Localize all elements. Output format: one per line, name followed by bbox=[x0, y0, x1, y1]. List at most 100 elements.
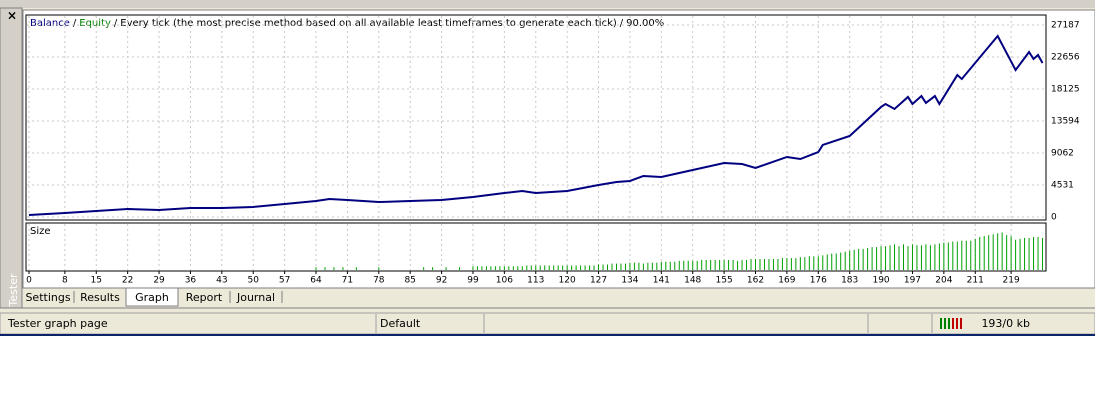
size-bar bbox=[593, 265, 595, 270]
size-bar bbox=[642, 263, 644, 270]
x-tick-label: 50 bbox=[248, 276, 260, 286]
x-tick-label: 169 bbox=[778, 276, 795, 286]
size-bar bbox=[692, 260, 694, 270]
size-bar bbox=[934, 244, 936, 270]
size-bar bbox=[876, 247, 878, 270]
size-bar bbox=[665, 261, 667, 270]
tab[interactable]: Journal bbox=[236, 291, 275, 304]
size-bar bbox=[826, 254, 828, 270]
x-tick-label: 106 bbox=[496, 276, 513, 286]
size-bar bbox=[503, 266, 505, 270]
size-bar bbox=[584, 265, 586, 270]
quality: 90.00% bbox=[626, 18, 664, 29]
size-bar bbox=[723, 259, 725, 270]
size-bar bbox=[1006, 235, 1008, 270]
size-bar bbox=[696, 260, 698, 270]
y-tick-label: 22656 bbox=[1051, 52, 1080, 62]
x-tick-label: 211 bbox=[967, 276, 984, 286]
size-bar bbox=[979, 237, 981, 270]
tab[interactable]: Report bbox=[186, 291, 223, 304]
size-bar bbox=[849, 250, 851, 270]
size-bar bbox=[512, 266, 514, 270]
size-bar bbox=[615, 263, 617, 270]
size-bar bbox=[660, 261, 662, 270]
x-tick-label: 127 bbox=[590, 276, 607, 286]
size-bar bbox=[589, 265, 591, 270]
size-bar bbox=[494, 266, 496, 270]
size-bar bbox=[544, 265, 546, 270]
size-bar bbox=[795, 258, 797, 270]
size-bar bbox=[678, 260, 680, 270]
y-tick-label: 9062 bbox=[1051, 149, 1074, 159]
size-bar bbox=[459, 267, 461, 270]
size-bar bbox=[378, 267, 380, 270]
y-tick-label: 13594 bbox=[1051, 116, 1080, 126]
size-bar bbox=[324, 267, 326, 270]
separator: / bbox=[620, 18, 624, 29]
size-bar bbox=[786, 258, 788, 270]
size-bar bbox=[580, 265, 582, 270]
x-tick-label: 162 bbox=[747, 276, 764, 286]
size-bar bbox=[539, 265, 541, 270]
legend-entry: Balance bbox=[30, 18, 70, 29]
size-bar bbox=[840, 252, 842, 270]
size-bar bbox=[889, 245, 891, 270]
separator: / bbox=[73, 18, 77, 29]
chart-header: Balance / Equity / Every tick (the most prec… bbox=[30, 18, 664, 29]
size-bar bbox=[710, 259, 712, 270]
size-bar bbox=[432, 267, 434, 270]
status-text: 193/0 kb bbox=[981, 317, 1030, 330]
size-bar bbox=[607, 264, 609, 270]
size-bar bbox=[858, 248, 860, 270]
separator: / bbox=[114, 18, 118, 29]
size-bar bbox=[472, 266, 474, 270]
size-bar bbox=[553, 265, 555, 270]
tab[interactable]: Graph bbox=[135, 291, 169, 304]
size-bar bbox=[656, 262, 658, 270]
size-bar bbox=[763, 259, 765, 270]
side-label: Tester bbox=[7, 273, 20, 307]
x-tick-label: 57 bbox=[279, 276, 290, 286]
size-bar bbox=[611, 263, 613, 270]
size-bar bbox=[683, 260, 685, 270]
size-bar bbox=[620, 263, 622, 270]
size-bar bbox=[575, 265, 577, 270]
size-bar bbox=[598, 264, 600, 270]
size-bar bbox=[925, 244, 927, 270]
size-bar bbox=[342, 267, 344, 270]
size-bar bbox=[880, 246, 882, 270]
size-bar bbox=[988, 235, 990, 270]
status-text: Default bbox=[380, 317, 421, 330]
size-bar bbox=[562, 265, 564, 270]
side-strip bbox=[0, 7, 23, 309]
size-bar bbox=[629, 262, 631, 270]
size-bar bbox=[894, 244, 896, 270]
size-bar bbox=[902, 244, 904, 270]
size-bar bbox=[831, 253, 833, 270]
x-tick-label: 134 bbox=[621, 276, 638, 286]
size-bar bbox=[624, 263, 626, 270]
close-button[interactable]: × bbox=[7, 9, 17, 23]
tab[interactable]: Results bbox=[80, 291, 120, 304]
y-tick-label: 0 bbox=[1051, 213, 1057, 223]
x-tick-label: 78 bbox=[373, 276, 385, 286]
size-bar bbox=[844, 251, 846, 270]
size-bar bbox=[916, 245, 918, 270]
size-bar bbox=[947, 242, 949, 270]
size-bar bbox=[853, 249, 855, 270]
size-bar bbox=[521, 266, 523, 270]
size-bar bbox=[938, 243, 940, 270]
size-bar bbox=[508, 266, 510, 270]
size-bar bbox=[965, 240, 967, 270]
size-bar bbox=[674, 261, 676, 270]
size-bar bbox=[835, 253, 837, 270]
tab[interactable]: Settings bbox=[25, 291, 70, 304]
x-tick-label: 64 bbox=[310, 276, 322, 286]
size-bar bbox=[445, 267, 447, 270]
panel-title: Size bbox=[30, 226, 51, 237]
size-bar bbox=[1042, 237, 1044, 270]
size-bar bbox=[315, 267, 317, 270]
size-bar bbox=[1033, 237, 1035, 270]
